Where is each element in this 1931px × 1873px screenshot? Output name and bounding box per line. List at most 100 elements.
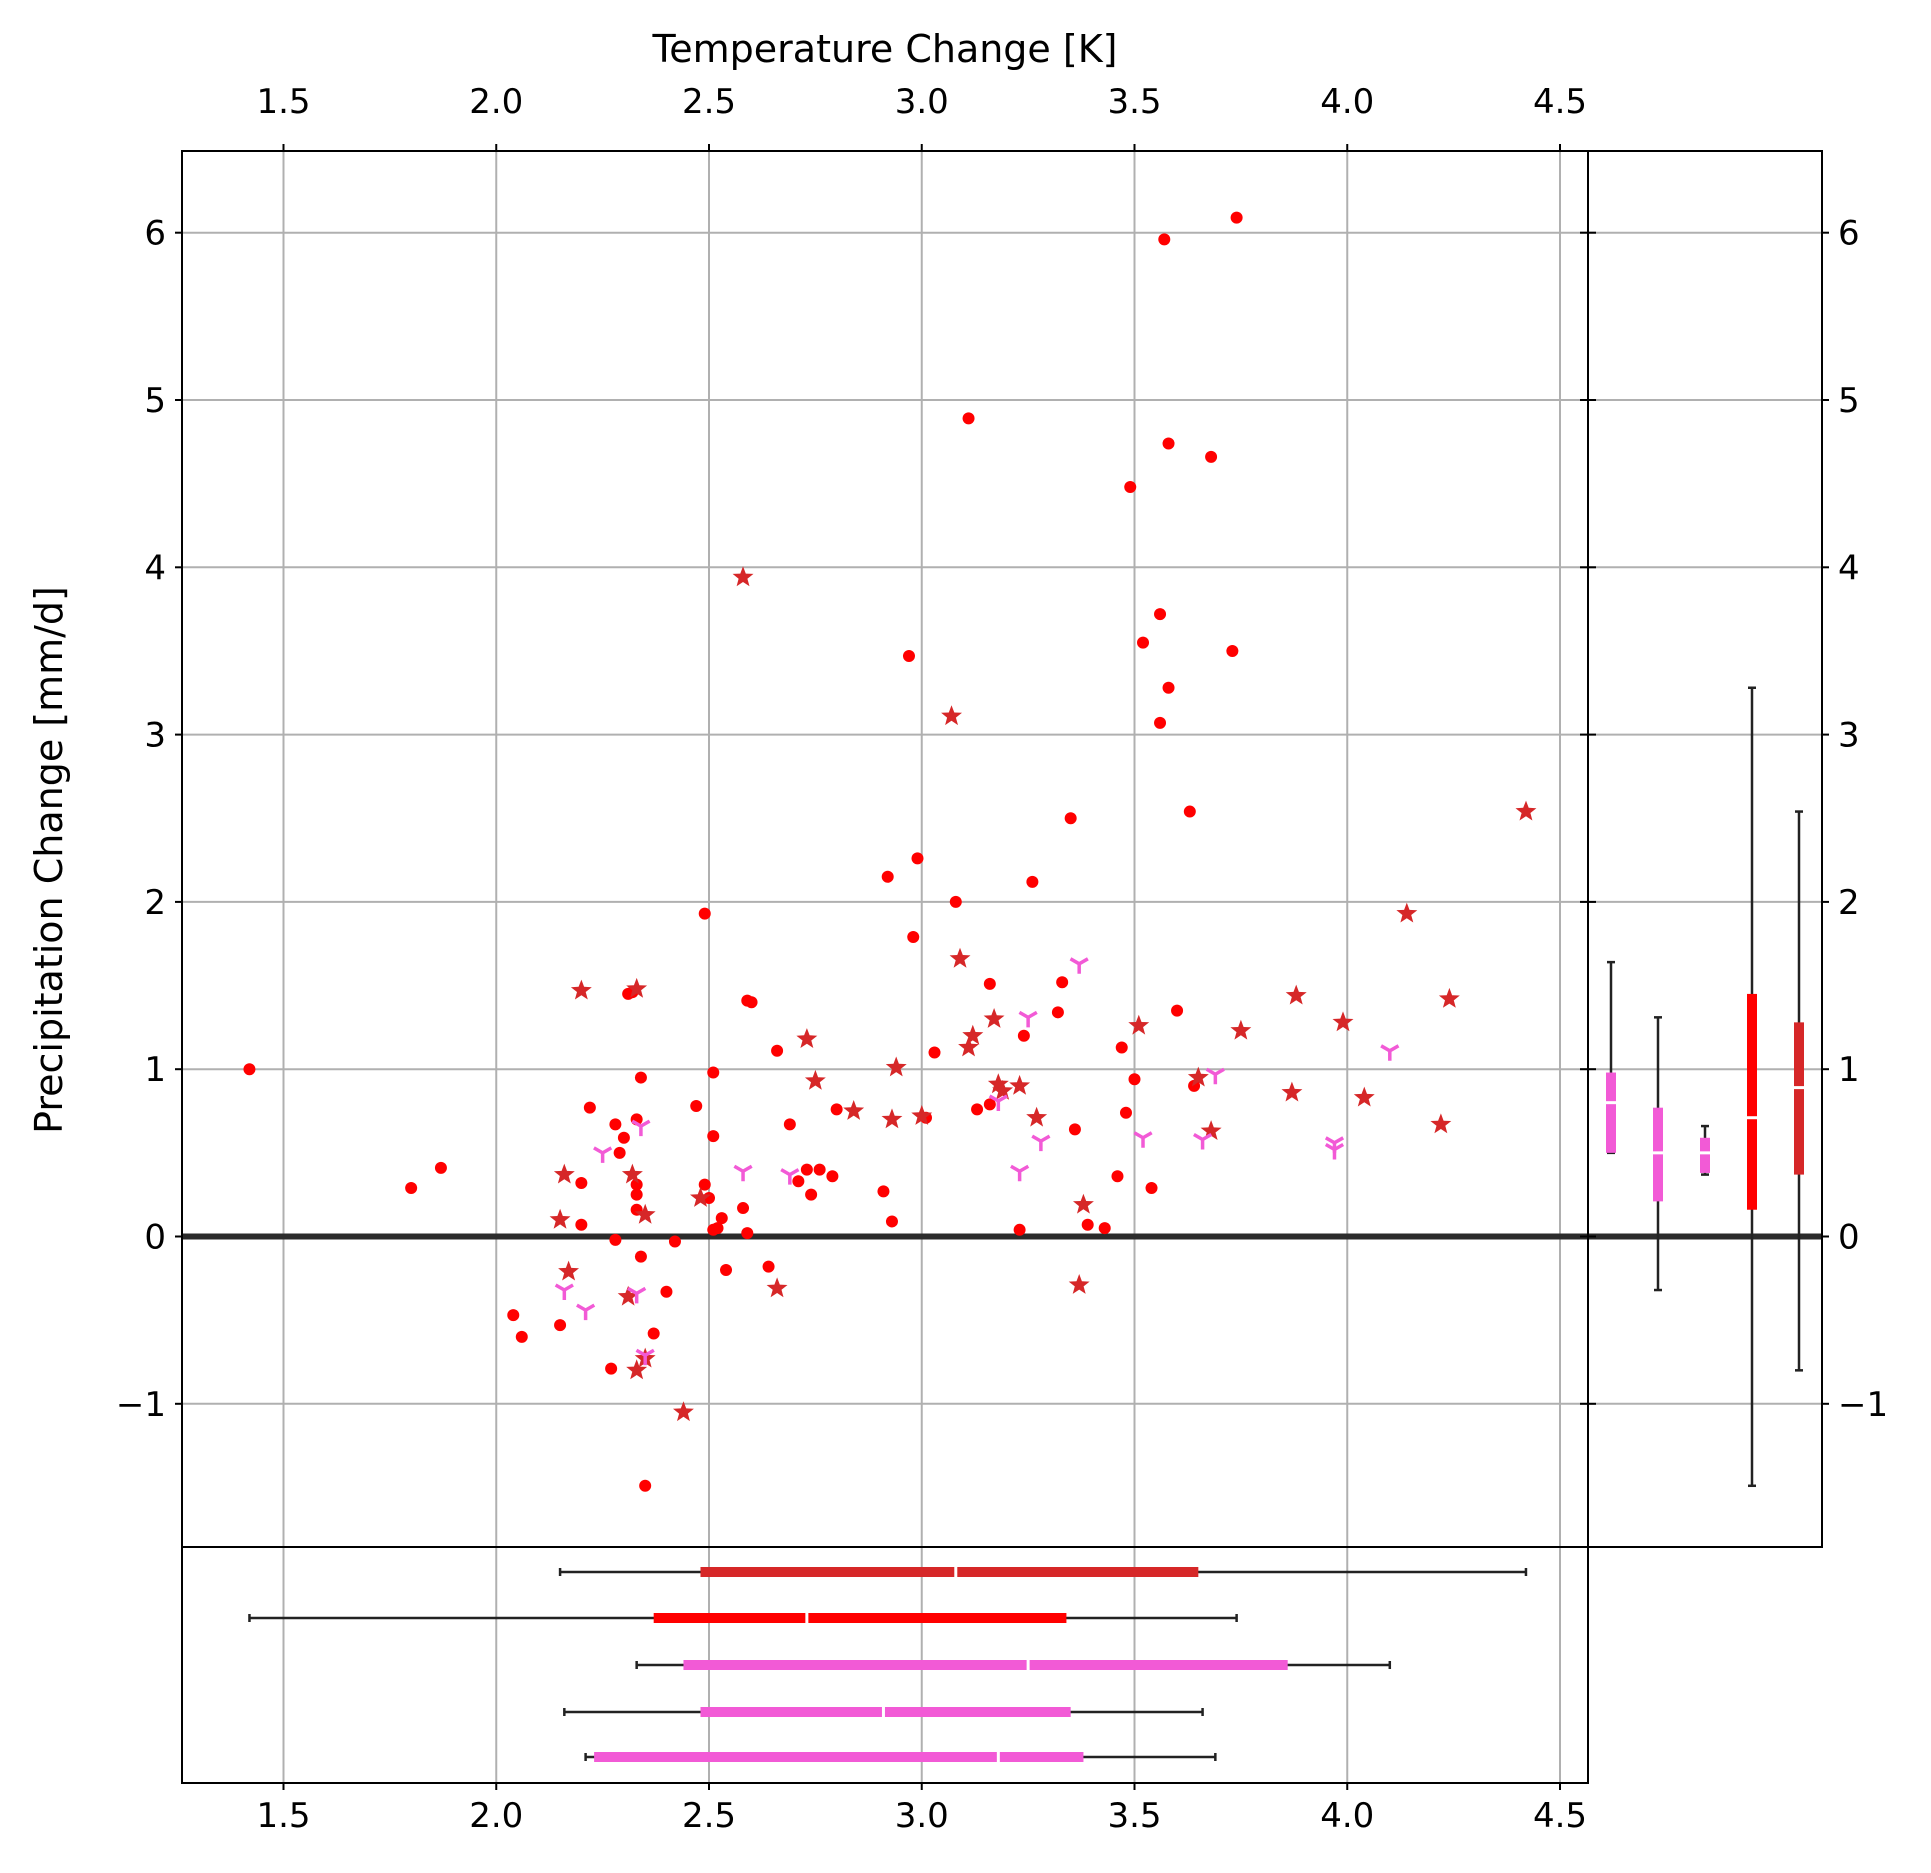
dot-point bbox=[792, 1175, 805, 1188]
star-point bbox=[690, 1187, 711, 1207]
dot-point bbox=[783, 1118, 796, 1131]
dot-point bbox=[971, 1103, 984, 1116]
x-tick-label-top: 4.0 bbox=[1320, 82, 1374, 122]
star-point bbox=[885, 1056, 907, 1077]
star-point bbox=[570, 979, 592, 1000]
dot-point bbox=[639, 1479, 652, 1492]
right-axes-frame bbox=[1587, 150, 1823, 1548]
star-point bbox=[1430, 1113, 1452, 1134]
y-tick-label-left: 0 bbox=[144, 1218, 166, 1258]
dot-point bbox=[698, 907, 711, 920]
dot-point bbox=[949, 895, 962, 908]
star-point bbox=[1438, 987, 1460, 1008]
y-tick-label-right: 4 bbox=[1838, 548, 1860, 588]
ticks: 1.5 1.5 2.0 2.0 2.5 2.5 3.0 3.0 3.5 3.5 4.0 4.0 4.5 4… bbox=[116, 82, 1888, 1836]
star-point bbox=[1068, 1274, 1090, 1294]
star-point bbox=[983, 1008, 1005, 1028]
dot-point bbox=[877, 1185, 890, 1198]
bottom-axes-frame bbox=[181, 1546, 1589, 1784]
tri-down-point bbox=[1380, 1044, 1400, 1061]
y-boxplot-box bbox=[1606, 1072, 1616, 1153]
star-point bbox=[987, 1073, 1009, 1094]
main-axes-frame bbox=[181, 150, 1589, 1548]
star-point bbox=[626, 977, 648, 998]
dot-point bbox=[1183, 805, 1196, 818]
y-tick-label-right: 2 bbox=[1838, 883, 1860, 923]
tri-down-point bbox=[1018, 1010, 1038, 1028]
dot-point bbox=[715, 1212, 728, 1225]
x-tick-label-bottom: 3.5 bbox=[1107, 1796, 1161, 1836]
star-point bbox=[621, 1163, 643, 1184]
star-point bbox=[796, 1028, 818, 1048]
dot-point bbox=[885, 1215, 898, 1228]
dot-point bbox=[1162, 437, 1175, 450]
y-tick-label-right: −1 bbox=[1838, 1385, 1888, 1425]
dot-point bbox=[1162, 681, 1175, 694]
dot-point bbox=[1013, 1223, 1026, 1236]
tri-down-point bbox=[1010, 1164, 1030, 1182]
star-point bbox=[1281, 1081, 1303, 1102]
dot-point bbox=[1124, 480, 1137, 493]
tri-down-point bbox=[988, 1094, 1008, 1111]
tri-down-point bbox=[1133, 1131, 1153, 1148]
star-point bbox=[881, 1108, 903, 1129]
dot-point bbox=[1137, 636, 1150, 649]
dot-point bbox=[1158, 233, 1171, 246]
dot-point bbox=[1111, 1170, 1124, 1183]
x-tick-label-bottom: 3.0 bbox=[895, 1796, 949, 1836]
tri-down-point bbox=[780, 1168, 800, 1185]
dot-point bbox=[902, 649, 915, 662]
tri-down-point bbox=[1193, 1132, 1213, 1150]
star-point bbox=[553, 1163, 575, 1184]
dot-point bbox=[1056, 976, 1069, 989]
dot-point bbox=[881, 870, 894, 883]
x-tick-label-bottom: 2.0 bbox=[469, 1796, 523, 1836]
y-axis-label: Precipitation Change [mm/d] bbox=[27, 586, 71, 1134]
dot-point bbox=[634, 1250, 647, 1263]
star-point bbox=[992, 1079, 1014, 1100]
dot-point bbox=[634, 1071, 647, 1084]
star-point bbox=[1396, 902, 1418, 923]
y-tick-label-right: 5 bbox=[1838, 381, 1860, 421]
star-point bbox=[1515, 800, 1537, 821]
dot-point bbox=[1205, 450, 1218, 463]
tri-down-point bbox=[1031, 1134, 1051, 1152]
star-point bbox=[1073, 1193, 1094, 1214]
star-point bbox=[1230, 1019, 1252, 1040]
star-point bbox=[949, 947, 971, 968]
dot-point bbox=[1098, 1222, 1111, 1235]
dot-point bbox=[698, 1178, 711, 1191]
x-tick-label-bottom: 1.5 bbox=[256, 1796, 310, 1836]
star-point bbox=[673, 1401, 694, 1422]
dot-point bbox=[983, 1098, 996, 1111]
dot-point bbox=[647, 1327, 660, 1340]
dot-point bbox=[1226, 644, 1239, 657]
dot-point bbox=[575, 1218, 588, 1231]
star-point bbox=[617, 1285, 639, 1306]
tri-down-point bbox=[635, 1348, 655, 1366]
tri-down-point bbox=[1205, 1067, 1225, 1085]
dot-point bbox=[911, 852, 924, 865]
dot-point bbox=[771, 1044, 784, 1057]
y-tick-label-right: 6 bbox=[1838, 214, 1860, 254]
y-tick-label-left: 4 bbox=[144, 548, 166, 588]
dot-point bbox=[1115, 1041, 1128, 1054]
dot-point bbox=[711, 1222, 724, 1235]
x-boxplot-box bbox=[594, 1752, 1084, 1762]
tri-down-point bbox=[1324, 1142, 1345, 1160]
star-point bbox=[911, 1105, 933, 1125]
dot-point bbox=[617, 1131, 630, 1144]
tri-down-point bbox=[593, 1146, 613, 1163]
star-point bbox=[1026, 1106, 1048, 1127]
star-point bbox=[941, 705, 962, 726]
tri-down-point bbox=[1069, 957, 1089, 974]
star-point bbox=[962, 1024, 984, 1045]
y-tick-label-right: 1 bbox=[1838, 1050, 1860, 1090]
dot-point bbox=[575, 1176, 588, 1189]
star-point bbox=[1332, 1011, 1354, 1032]
dot-point bbox=[1145, 1181, 1158, 1194]
star-point bbox=[626, 1359, 648, 1380]
dot-point bbox=[745, 996, 758, 1009]
axes-frames bbox=[181, 150, 1823, 1784]
